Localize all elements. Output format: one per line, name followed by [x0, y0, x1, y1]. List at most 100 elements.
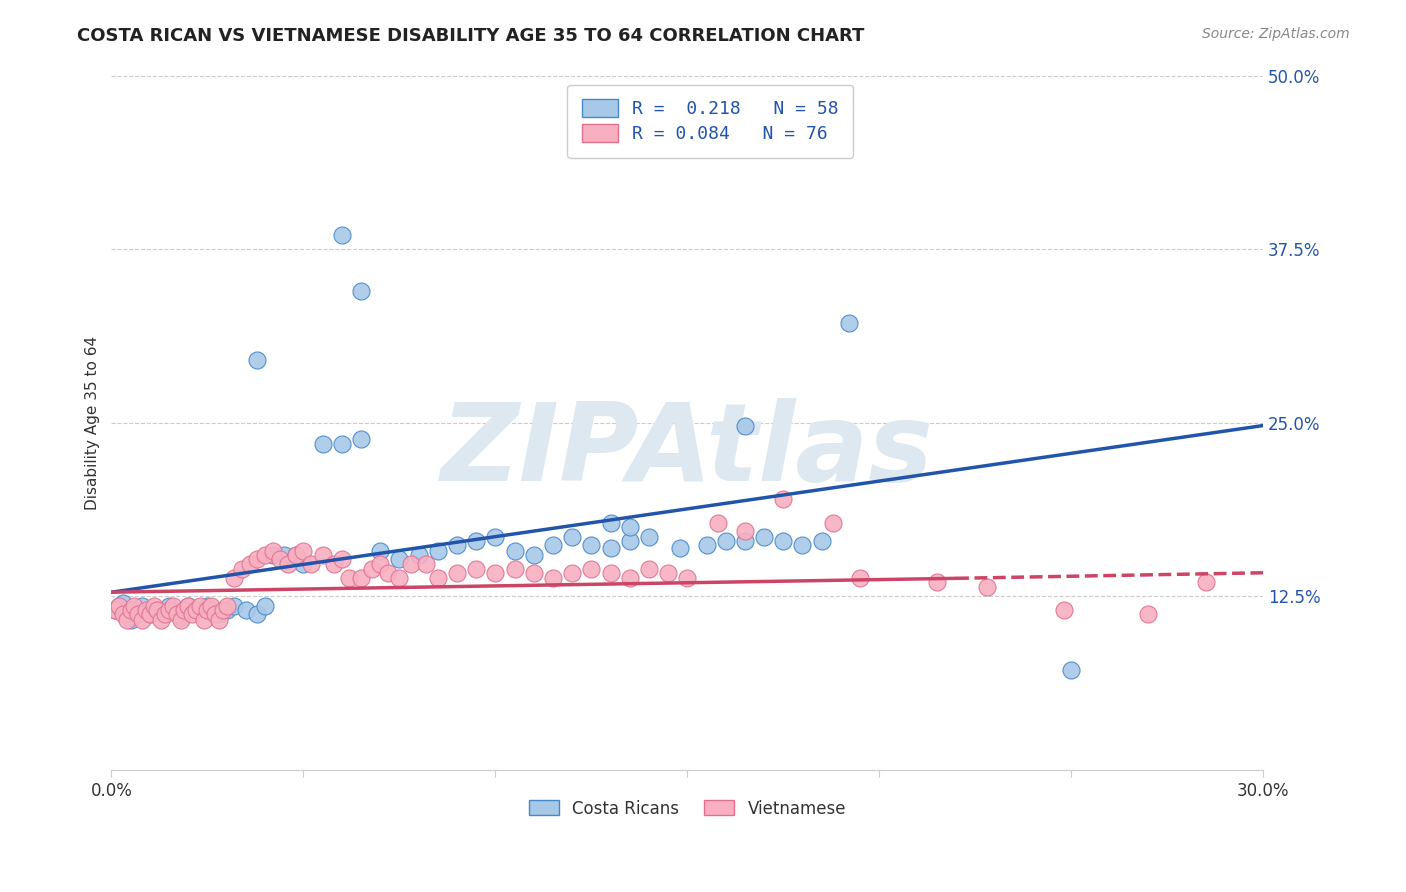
Point — [695, 538, 717, 552]
Point — [177, 599, 200, 613]
Point — [734, 418, 756, 433]
Point — [104, 603, 127, 617]
Point — [368, 558, 391, 572]
Point — [131, 613, 153, 627]
Point — [446, 538, 468, 552]
Point — [215, 599, 238, 613]
Point — [465, 561, 488, 575]
Point — [269, 552, 291, 566]
Point — [246, 552, 269, 566]
Point — [484, 566, 506, 580]
Point — [772, 492, 794, 507]
Point — [350, 433, 373, 447]
Point — [619, 571, 641, 585]
Point — [1194, 575, 1216, 590]
Point — [976, 580, 998, 594]
Point — [135, 603, 157, 617]
Point — [599, 566, 621, 580]
Point — [311, 436, 333, 450]
Point — [707, 516, 730, 530]
Point — [1137, 607, 1160, 622]
Point — [239, 558, 262, 572]
Point — [311, 548, 333, 562]
Point — [139, 607, 162, 622]
Point — [284, 548, 307, 562]
Point — [200, 599, 222, 613]
Point — [162, 599, 184, 613]
Point — [184, 603, 207, 617]
Point — [523, 566, 546, 580]
Point — [619, 533, 641, 548]
Point — [638, 561, 661, 575]
Point — [465, 533, 488, 548]
Point — [208, 613, 231, 627]
Point — [714, 533, 737, 548]
Point — [581, 538, 603, 552]
Point — [388, 571, 411, 585]
Point — [169, 610, 191, 624]
Point — [810, 533, 832, 548]
Point — [208, 607, 231, 622]
Point — [224, 599, 246, 613]
Point — [193, 613, 215, 627]
Point — [838, 316, 860, 330]
Point — [925, 575, 948, 590]
Point — [231, 561, 253, 575]
Point — [330, 436, 353, 450]
Point — [142, 599, 165, 613]
Point — [157, 603, 180, 617]
Point — [277, 558, 299, 572]
Point — [377, 566, 399, 580]
Point — [169, 613, 191, 627]
Y-axis label: Disability Age 35 to 64: Disability Age 35 to 64 — [86, 335, 100, 510]
Point — [503, 543, 526, 558]
Point — [368, 543, 391, 558]
Point — [177, 599, 200, 613]
Point — [246, 353, 269, 368]
Point — [734, 533, 756, 548]
Point — [120, 603, 142, 617]
Point — [1060, 663, 1083, 677]
Point — [166, 607, 188, 622]
Legend: Costa Ricans, Vietnamese: Costa Ricans, Vietnamese — [522, 793, 852, 824]
Point — [323, 558, 346, 572]
Point — [146, 603, 169, 617]
Point — [197, 603, 219, 617]
Point — [330, 552, 353, 566]
Point — [599, 516, 621, 530]
Point — [541, 571, 564, 585]
Point — [104, 603, 127, 617]
Point — [415, 558, 437, 572]
Point — [111, 607, 134, 622]
Point — [734, 524, 756, 538]
Point — [115, 607, 138, 622]
Point — [131, 599, 153, 613]
Point — [1052, 603, 1074, 617]
Point — [676, 571, 699, 585]
Text: COSTA RICAN VS VIETNAMESE DISABILITY AGE 35 TO 64 CORRELATION CHART: COSTA RICAN VS VIETNAMESE DISABILITY AGE… — [77, 27, 865, 45]
Point — [772, 533, 794, 548]
Point — [211, 603, 233, 617]
Point — [399, 558, 422, 572]
Point — [153, 607, 176, 622]
Point — [124, 599, 146, 613]
Point — [792, 538, 814, 552]
Point — [638, 530, 661, 544]
Point — [273, 548, 295, 562]
Point — [823, 516, 845, 530]
Point — [330, 228, 353, 243]
Point — [262, 548, 284, 562]
Point — [108, 599, 131, 613]
Point — [111, 596, 134, 610]
Point — [224, 571, 246, 585]
Point — [150, 613, 173, 627]
Text: ZIPAtlas: ZIPAtlas — [441, 398, 934, 504]
Text: Source: ZipAtlas.com: Source: ZipAtlas.com — [1202, 27, 1350, 41]
Point — [284, 548, 307, 562]
Point — [127, 607, 149, 622]
Point — [361, 561, 384, 575]
Point — [120, 613, 142, 627]
Point — [197, 599, 219, 613]
Point — [561, 530, 583, 544]
Point — [849, 571, 872, 585]
